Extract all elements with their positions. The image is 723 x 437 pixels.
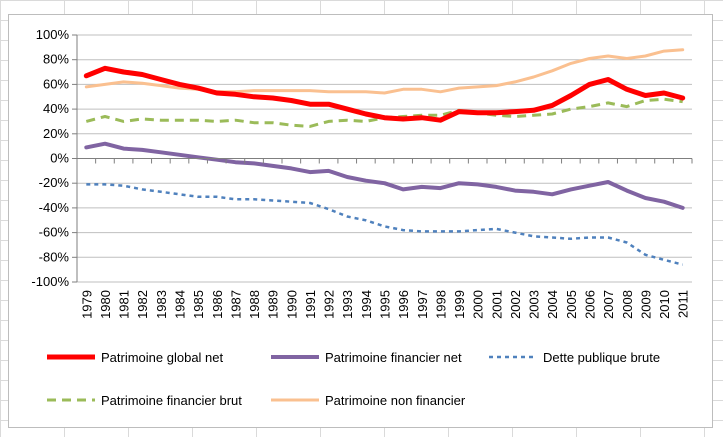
x-tick-label: 1992 — [322, 290, 337, 319]
x-tick-label: 1984 — [173, 290, 188, 319]
x-tick-label: 2010 — [657, 290, 672, 319]
x-tick-label: 1985 — [191, 290, 206, 319]
x-tick-label: 1979 — [79, 290, 94, 319]
series-line-0 — [83, 65, 686, 123]
x-tick-label: 1986 — [210, 290, 225, 319]
series-line-1 — [84, 141, 685, 210]
x-tick-label: 1998 — [433, 290, 448, 319]
y-tick-label: 40% — [43, 101, 69, 116]
x-tick-label: 2011 — [676, 290, 691, 318]
y-tick-label: 20% — [43, 126, 69, 141]
x-tick-label: 2003 — [527, 290, 542, 319]
series-line-4 — [84, 48, 685, 95]
x-tick-label: 1983 — [154, 290, 169, 319]
x-tick-label: 2000 — [471, 290, 486, 319]
x-tick-label: 2001 — [489, 290, 504, 319]
legend-label-2: Dette publique brute — [543, 350, 660, 365]
series-line-2 — [86, 183, 684, 266]
x-tick-label: 2005 — [564, 290, 579, 319]
x-axis: 1979 1980 1981 1982 1983 1984 1985 1986 1987 1988… — [76, 158, 693, 319]
y-tick-label: 0% — [50, 151, 69, 166]
x-tick-label: 2006 — [583, 290, 598, 319]
x-tick-label: 1989 — [266, 290, 281, 319]
x-tick-label: 2007 — [601, 290, 616, 319]
line-chart: 100%80%60%40%20%0%-20%-40%-60%-80%-100% … — [31, 27, 693, 408]
legend-label-3: Patrimoine financier brut — [101, 393, 242, 408]
y-axis: 100% 80% 60% 40% 20% 0% -20% -40% -60% -80% -100% — [31, 27, 78, 289]
series-line-3 — [85, 97, 683, 128]
x-tick-label: 1982 — [135, 290, 150, 319]
x-tick-label: 1981 — [117, 290, 132, 319]
x-tick-label: 1980 — [98, 290, 113, 319]
x-tick-label: 1997 — [415, 290, 430, 319]
y-tick-label: -100% — [31, 274, 69, 289]
x-tick-label: 1990 — [284, 290, 299, 319]
x-tick-label: 2009 — [638, 290, 653, 319]
legend-label-0: Patrimoine global net — [101, 350, 224, 365]
legend-label-1: Patrimoine financier net — [325, 350, 462, 365]
y-tick-label: -60% — [39, 225, 70, 240]
y-tick-label: 100% — [36, 27, 70, 42]
legend: Patrimoine global net Patrimoine financie… — [47, 350, 660, 408]
x-tick-label: 1995 — [378, 290, 393, 319]
x-tick-label: 2002 — [508, 290, 523, 319]
y-tick-label: 80% — [43, 52, 69, 67]
x-tick-label: 1991 — [303, 290, 318, 319]
x-tick-label: 2008 — [620, 290, 635, 319]
y-tick-label: -40% — [39, 200, 70, 215]
x-tick-label: 1988 — [247, 290, 262, 319]
y-tick-label: -80% — [39, 249, 70, 264]
series-lines — [83, 48, 686, 266]
x-tick-label: 1999 — [452, 290, 467, 319]
x-tick-label: 1993 — [340, 290, 355, 319]
y-tick-label: 60% — [43, 76, 69, 91]
chart-area[interactable]: 100% 80% 60% 40% 20% 0% -20% -40% -60% -80% -100% … — [8, 14, 713, 428]
x-tick-label: 1987 — [228, 290, 243, 319]
x-tick-label: 2004 — [545, 290, 560, 319]
x-tick-label: 1996 — [396, 290, 411, 319]
x-tick-label: 1994 — [359, 290, 374, 319]
y-tick-label: -20% — [39, 175, 70, 190]
legend-label-4: Patrimoine non financier — [325, 393, 466, 408]
